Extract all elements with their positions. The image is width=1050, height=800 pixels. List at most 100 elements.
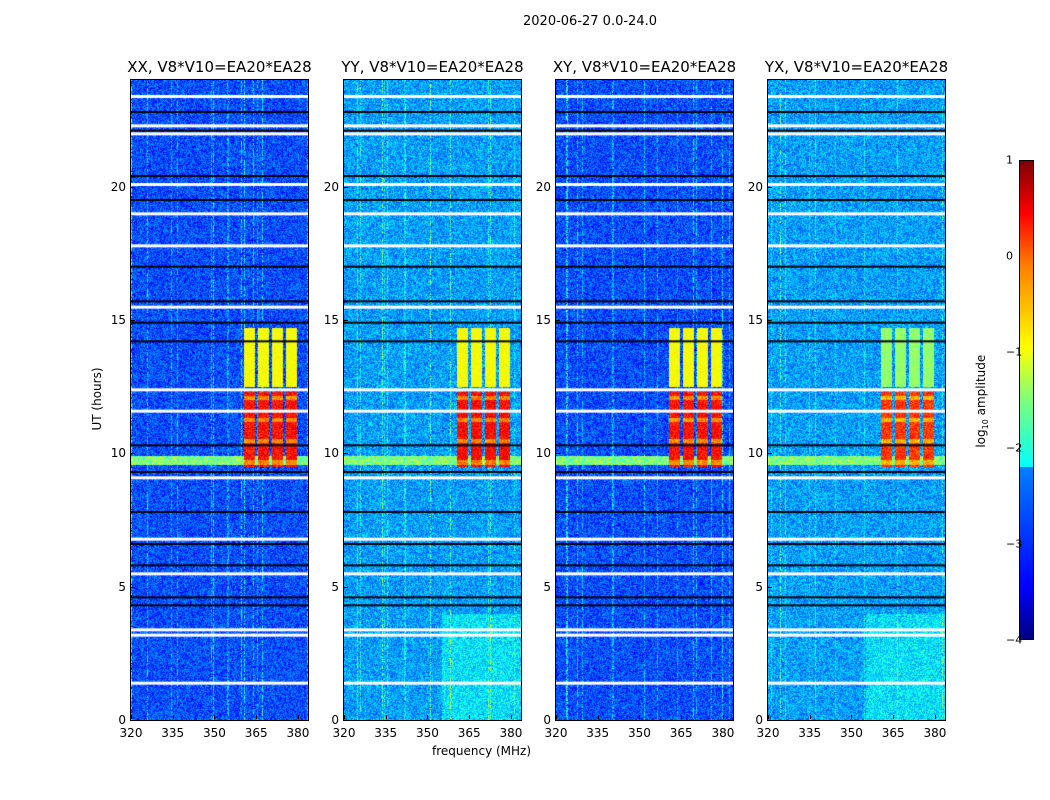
y-tick-mark xyxy=(768,453,772,455)
x-tick-label: 365 xyxy=(669,726,693,740)
y-tick-label: 10 xyxy=(747,446,763,461)
x-tick-label: 335 xyxy=(374,726,398,740)
y-tick-label: 0 xyxy=(118,713,126,727)
x-tick-label: 380 xyxy=(499,726,523,740)
panel-title: XY, V8*V10=EA20*EA28 xyxy=(552,58,737,76)
y-tick-mark xyxy=(131,720,135,721)
x-tick-mark xyxy=(510,715,512,719)
x-tick-mark xyxy=(214,715,216,719)
x-axis-label: frequency (MHz) xyxy=(432,744,532,758)
y-tick-label: 20 xyxy=(535,179,551,194)
y-tick-mark xyxy=(344,586,348,588)
x-tick-label: 365 xyxy=(244,726,268,740)
spectrogram-panel-1: XX, V8*V10=EA20*EA28 320 335 350 365 380 0 5 10 1… xyxy=(111,58,312,740)
panel-title: XX, V8*V10=EA20*EA28 xyxy=(127,58,312,76)
axes-frame xyxy=(130,79,309,721)
figure-title: 2020-06-27 0.0-24.0 xyxy=(523,14,657,29)
y-tick-label: 5 xyxy=(543,579,551,594)
y-tick-label: 20 xyxy=(323,179,339,194)
y-tick-mark xyxy=(556,186,560,188)
y-tick-mark xyxy=(344,320,348,321)
x-tick-mark xyxy=(681,715,683,719)
colorbar-tick-label: −4 xyxy=(1006,633,1023,647)
x-tick-label: 335 xyxy=(161,726,185,740)
spectrogram-panel-2: YY, V8*V10=EA20*EA28 320 335 350 365 380 0 5 10 1… xyxy=(324,58,524,740)
spectrogram-panel-4: YX, V8*V10=EA20*EA28 320 335 350 365 380 0 5 10 1… xyxy=(748,58,948,740)
y-tick-mark xyxy=(556,720,560,721)
y-tick-label: 15 xyxy=(535,313,551,327)
colorbar xyxy=(1019,160,1034,640)
axes-frame xyxy=(343,79,522,721)
y-tick-label: 20 xyxy=(747,179,763,194)
y-tick-label: 5 xyxy=(755,579,763,594)
y-tick-mark xyxy=(768,586,772,588)
x-tick-mark xyxy=(469,715,471,719)
y-tick-mark xyxy=(556,320,560,321)
heatmap-image xyxy=(556,80,733,720)
colorbar-tick-label: −2 xyxy=(1006,441,1023,455)
x-tick-label: 365 xyxy=(457,726,481,740)
x-tick-label: 365 xyxy=(881,726,905,740)
x-tick-mark xyxy=(344,715,345,719)
x-tick-mark xyxy=(427,715,429,719)
x-tick-label: 320 xyxy=(332,726,356,740)
x-tick-mark xyxy=(131,715,132,719)
colorbar-label: log10 amplitude xyxy=(973,354,991,448)
x-tick-mark xyxy=(385,715,387,719)
y-tick-mark xyxy=(556,453,560,455)
x-tick-label: 335 xyxy=(586,726,610,740)
y-tick-label: 0 xyxy=(543,713,551,727)
x-tick-mark xyxy=(639,715,641,719)
y-tick-mark xyxy=(344,186,348,188)
spectrogram-panel-3: XY, V8*V10=EA20*EA28 320 335 350 365 380 0 5 10 1… xyxy=(536,58,736,740)
y-tick-mark xyxy=(131,186,135,188)
x-tick-label: 380 xyxy=(923,726,947,740)
x-tick-label: 380 xyxy=(711,726,735,740)
heatmap-image xyxy=(131,80,308,720)
x-tick-label: 320 xyxy=(756,726,780,740)
y-tick-label: 20 xyxy=(110,179,126,194)
y-tick-mark xyxy=(344,720,348,721)
y-tick-label: 0 xyxy=(755,713,763,727)
panel-title: YY, V8*V10=EA20*EA28 xyxy=(341,58,524,76)
x-tick-mark xyxy=(597,715,599,719)
x-tick-mark xyxy=(934,715,936,719)
y-tick-mark xyxy=(768,720,772,721)
heatmap-image xyxy=(344,80,521,720)
y-tick-label: 15 xyxy=(747,313,763,327)
axes-frame xyxy=(767,79,946,721)
x-tick-mark xyxy=(256,715,258,719)
x-tick-mark xyxy=(851,715,853,719)
x-tick-label: 320 xyxy=(119,726,143,740)
panel-title: YX, V8*V10=EA20*EA28 xyxy=(764,58,949,76)
y-tick-mark xyxy=(768,320,772,321)
x-tick-label: 335 xyxy=(798,726,822,740)
colorbar-tick-label: −1 xyxy=(1006,345,1023,359)
colorbar-tick-label: −3 xyxy=(1006,537,1023,551)
y-axis-label: UT (hours) xyxy=(90,367,104,431)
x-tick-mark xyxy=(297,715,299,719)
axes-frame xyxy=(555,79,734,721)
colorbar-tick-label: 1 xyxy=(1006,153,1013,167)
x-tick-label: 350 xyxy=(840,726,863,740)
colorbar-tick-label: 0 xyxy=(1006,249,1013,263)
y-tick-label: 15 xyxy=(323,313,339,327)
x-tick-label: 350 xyxy=(628,726,651,740)
y-tick-mark xyxy=(131,453,135,455)
x-tick-mark xyxy=(809,715,811,719)
y-tick-label: 0 xyxy=(331,713,339,727)
x-tick-mark xyxy=(893,715,895,719)
x-tick-label: 350 xyxy=(416,726,439,740)
x-tick-label: 380 xyxy=(286,726,310,740)
x-tick-mark xyxy=(722,715,724,719)
y-tick-mark xyxy=(344,453,348,455)
y-tick-mark xyxy=(131,586,135,588)
y-tick-label: 15 xyxy=(110,313,126,327)
y-tick-label: 5 xyxy=(331,579,339,594)
x-tick-mark xyxy=(172,715,174,719)
y-tick-label: 5 xyxy=(118,579,126,594)
x-tick-mark xyxy=(768,715,769,719)
y-tick-label: 10 xyxy=(323,446,339,461)
y-tick-mark xyxy=(768,186,772,188)
